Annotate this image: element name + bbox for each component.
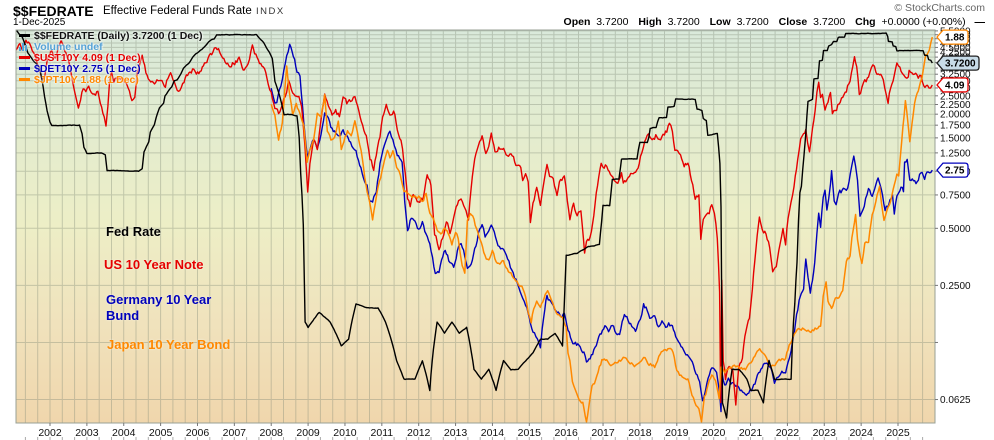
annotation-fed-rate: Fed Rate <box>106 224 161 239</box>
x-axis-year-label: 2024 <box>849 427 873 439</box>
x-axis-year-label: 2012 <box>407 427 431 439</box>
open-label: Open <box>563 16 591 28</box>
chart-title: Effective Federal Funds Rate <box>103 5 252 17</box>
y-axis-tick-label: 2.5000 <box>940 91 971 102</box>
y-axis-tick-label: 1.5000 <box>940 133 971 144</box>
x-axis-year-label: 2003 <box>75 427 99 439</box>
x-axis-minor-ticks <box>24 437 924 440</box>
series-line-fedrate <box>16 30 933 419</box>
legend-item-label: $UST10Y 4.09 (1 Dec) <box>34 51 141 64</box>
x-axis-year-label: 2013 <box>444 427 468 439</box>
open-value: 3.7200 <box>596 16 629 28</box>
high-label: High <box>638 16 662 28</box>
low-value: 3.7200 <box>736 16 769 28</box>
y-axis-tick-label: 0.5000 <box>940 224 971 235</box>
legend-item-ust10y: $UST10Y 4.09 (1 Dec) <box>19 51 202 64</box>
series-line-jpt10y <box>270 36 934 423</box>
x-axis-year-label: 2005 <box>149 427 173 439</box>
value-badge-label: 1.88 <box>945 33 965 44</box>
det10y-line-swatch <box>19 67 30 70</box>
chg-label: Chg <box>855 16 876 28</box>
annotation-us-10-year-note: US 10 Year Note <box>104 257 204 272</box>
x-axis-year-label: 2002 <box>38 427 62 439</box>
x-axis-year-label: 2018 <box>628 427 652 439</box>
legend-item-label: Volume undef <box>34 40 103 53</box>
y-axis-tick-label: 0.2500 <box>940 281 971 292</box>
legend-item-volume: Volume undef <box>19 40 202 53</box>
y-axis-tick-label: 0.0625 <box>940 395 971 406</box>
x-axis-year-label: 2023 <box>813 427 837 439</box>
y-axis-tick-label: 2.0000 <box>940 110 971 121</box>
series-line-det10y <box>270 43 933 413</box>
legend-item-fedrate: $$FEDRATE (Daily) 3.7200 (1 Dec) <box>19 29 203 42</box>
value-badge <box>936 162 969 178</box>
exchange-label: INDX <box>256 6 285 17</box>
y-axis-tick-label: 4.2500 <box>940 48 971 59</box>
x-axis-year-label: 2015 <box>518 427 542 439</box>
legend-item-label: $$FEDRATE (Daily) 3.7200 (1 Dec) <box>34 29 203 42</box>
value-badge <box>936 77 969 93</box>
fedrate-line-swatch <box>19 34 30 37</box>
x-axis-year-label: 2017 <box>591 427 615 439</box>
legend-item-det10y: $DET10Y 2.75 (1 Dec) <box>19 62 202 75</box>
y-axis-tick-label: 1.7500 <box>940 121 971 132</box>
series-line-ust10y <box>16 39 933 406</box>
x-axis-year-label: 2010 <box>333 427 357 439</box>
volume-bars-icon <box>19 42 30 51</box>
close-label: Close <box>778 16 808 28</box>
x-axis-year-label: 2004 <box>112 427 136 439</box>
x-axis-year-label: 2009 <box>296 427 320 439</box>
x-axis-year-label: 2008 <box>260 427 284 439</box>
annotation-germany-10-year-bund: Germany 10 Year Bund <box>106 292 212 323</box>
x-axis-year-label: 2019 <box>665 427 689 439</box>
value-badge-label: 2.75 <box>945 166 965 177</box>
plot-border <box>15 29 936 424</box>
line-style-swatch: — <box>974 16 986 28</box>
jpt10y-line-swatch <box>19 78 30 81</box>
low-label: Low <box>709 16 731 28</box>
ohlc-quote-row: Open 3.7200 High 3.7200 Low 3.7200 Close… <box>557 16 985 28</box>
x-axis-year-label: 2025 <box>886 427 910 439</box>
x-axis-year-label: 2014 <box>481 427 505 439</box>
value-badge <box>936 29 969 45</box>
close-value: 3.7200 <box>813 16 846 28</box>
x-axis-year-label: 2011 <box>371 427 394 439</box>
y-axis-tick-label: 2.2500 <box>940 100 971 111</box>
symbol-title: $$FEDRATE <box>13 3 94 19</box>
y-axis-tick-label: 3.2500 <box>940 70 971 81</box>
value-badge-label: 3.7200 <box>945 59 976 70</box>
x-axis-year-label: 2007 <box>223 427 247 439</box>
x-axis-year-label: 2006 <box>186 427 210 439</box>
high-value: 3.7200 <box>667 16 700 28</box>
x-axis-year-label: 2022 <box>776 427 800 439</box>
chg-value: +0.0000 (+0.00%) <box>881 16 966 28</box>
x-axis-year-label: 2021 <box>739 427 763 439</box>
ust10y-line-swatch <box>19 56 30 59</box>
annotation-japan-10-year-bond: Japan 10 Year Bond <box>107 337 231 352</box>
y-axis-tick-label: 1.2500 <box>940 148 971 159</box>
x-axis-year-label: 2020 <box>702 427 726 439</box>
legend-item-label: $JPT10Y 1.88 (1 Dec) <box>34 73 139 86</box>
legend-item-label: $DET10Y 2.75 (1 Dec) <box>34 62 141 75</box>
x-axis-year-label: 2016 <box>555 427 579 439</box>
grid-lines <box>16 30 935 423</box>
value-badge-label: 4.09 <box>945 80 965 91</box>
y-axis-tick-label: 0.7500 <box>940 190 971 201</box>
copyright-label: © StockCharts.com <box>894 2 985 14</box>
value-badge <box>936 55 980 71</box>
chart-date: 1-Dec-2025 <box>13 17 66 28</box>
y-axis-tick-label: 4.5000 <box>940 43 971 54</box>
chart-legend: $$FEDRATE (Daily) 3.7200 (1 Dec) Volume … <box>19 29 203 86</box>
legend-item-jpt10y: $JPT10Y 1.88 (1 Dec) <box>19 73 202 86</box>
